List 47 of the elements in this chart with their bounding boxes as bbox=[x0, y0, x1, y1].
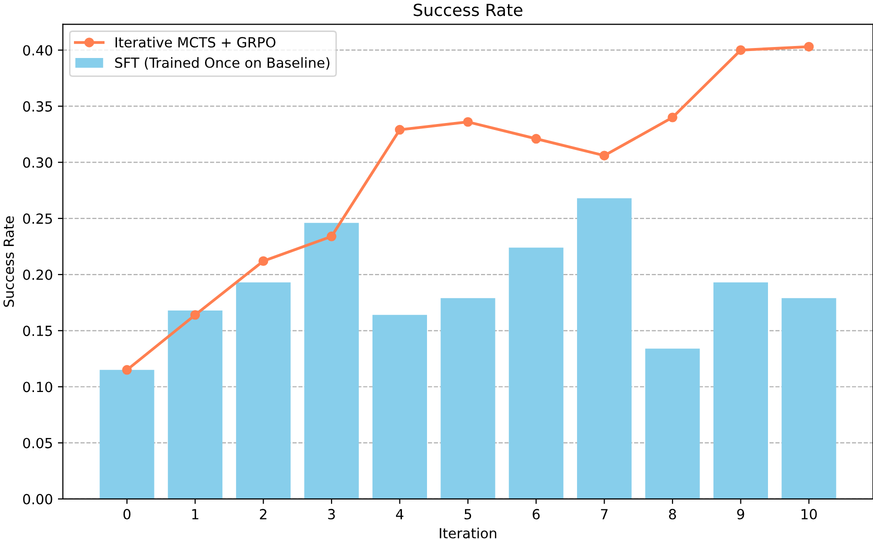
point bbox=[804, 42, 814, 52]
x-tick-label: 8 bbox=[669, 508, 676, 520]
bar bbox=[782, 298, 836, 499]
bar bbox=[236, 282, 291, 499]
y-tick-label: 0.30 bbox=[23, 157, 52, 168]
x-tick-label: 1 bbox=[192, 509, 198, 520]
y-tick-label: 0.35 bbox=[23, 101, 52, 112]
point bbox=[122, 365, 132, 375]
y-tick-label: 0.05 bbox=[23, 438, 52, 448]
x-tick-label: 2 bbox=[260, 508, 266, 520]
y-tick-label: 0.10 bbox=[23, 382, 52, 392]
x-tick-label: 9 bbox=[737, 508, 744, 520]
bar bbox=[645, 348, 700, 499]
y-tick-label: 0.00 bbox=[23, 494, 52, 504]
x-tick-label: 5 bbox=[464, 509, 472, 520]
bar bbox=[372, 314, 428, 499]
y-tick-label: 0.15 bbox=[23, 326, 52, 336]
y-tick-label: 0.20 bbox=[23, 270, 52, 280]
bar bbox=[577, 198, 632, 499]
point bbox=[463, 117, 473, 127]
x-tick-label: 0 bbox=[123, 508, 130, 520]
bar bbox=[713, 282, 768, 499]
x-tick-label: 6 bbox=[532, 508, 540, 520]
chart-title: Success Rate bbox=[414, 4, 522, 16]
x-tick-label: 3 bbox=[328, 508, 335, 520]
point bbox=[531, 134, 541, 144]
point bbox=[190, 310, 200, 320]
point bbox=[668, 112, 678, 122]
bar bbox=[168, 310, 222, 499]
x-tick-label: 7 bbox=[601, 509, 608, 520]
point bbox=[394, 124, 405, 135]
legend-label: SFT (Trained Once on Baseline) bbox=[115, 57, 330, 70]
bar bbox=[304, 222, 359, 499]
point bbox=[599, 150, 610, 160]
point bbox=[326, 232, 336, 242]
y-tick-label: 0.25 bbox=[23, 213, 52, 224]
bar bbox=[100, 370, 154, 499]
x-axis-title: Iteration bbox=[440, 528, 496, 538]
x-tick-label: 10 bbox=[802, 508, 817, 520]
y-tick-label: 0.40 bbox=[23, 45, 52, 56]
y-axis-title: Success Rate bbox=[3, 216, 14, 307]
x-tick-label: 4 bbox=[396, 509, 404, 520]
point bbox=[736, 45, 746, 55]
bar bbox=[508, 248, 564, 499]
point bbox=[258, 256, 268, 266]
bar bbox=[440, 298, 496, 499]
legend-label: Iterative MCTS + GRPO bbox=[116, 36, 276, 48]
